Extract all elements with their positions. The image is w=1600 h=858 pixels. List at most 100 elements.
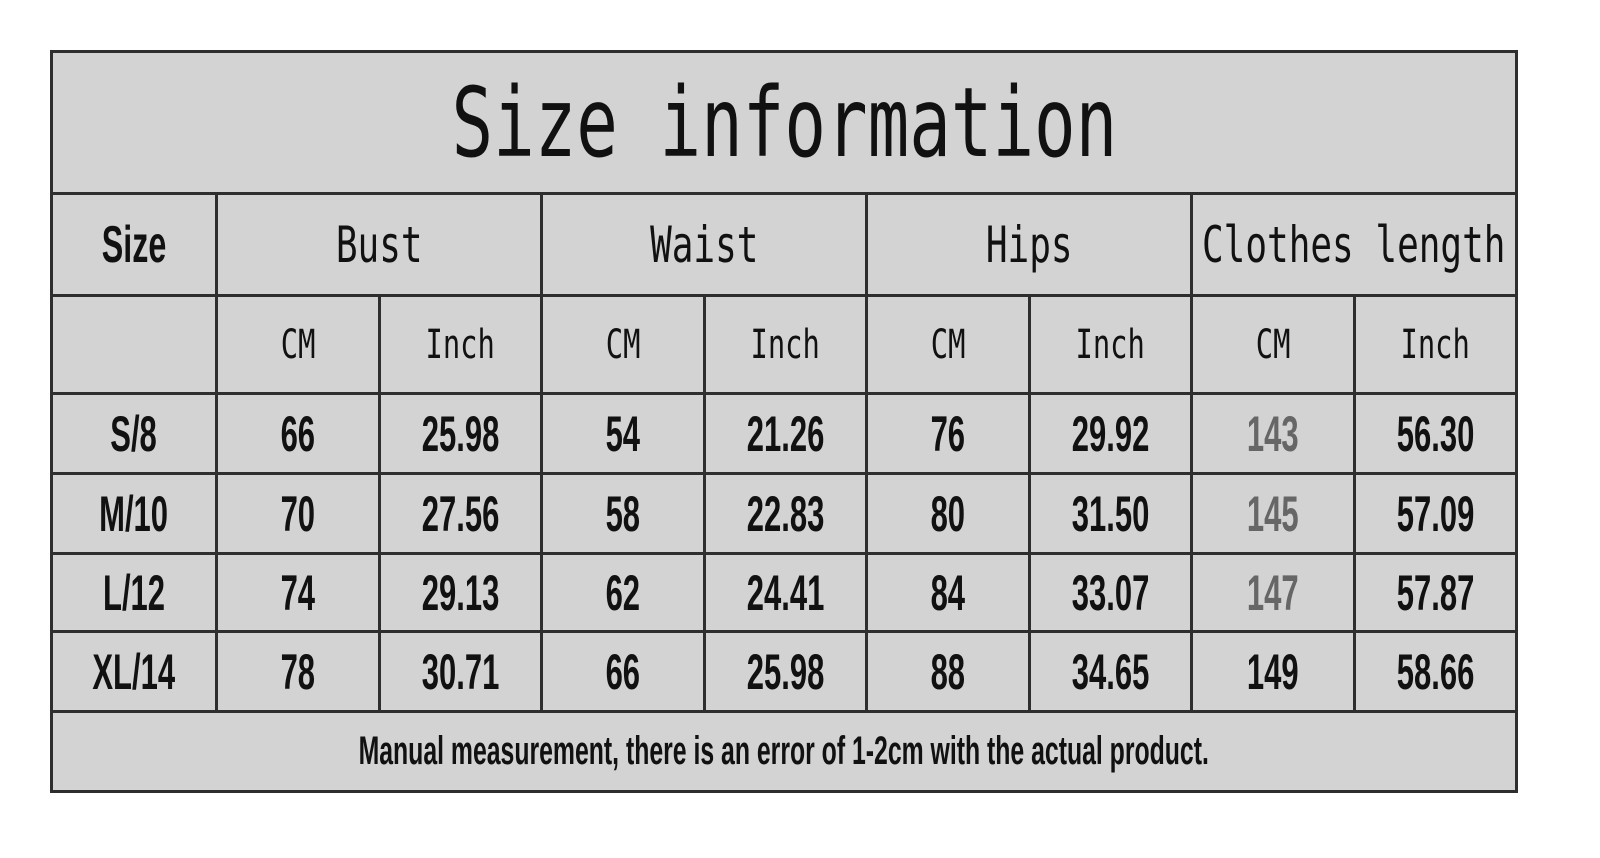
unit-header: Inch xyxy=(1030,297,1190,392)
size-header-text: Size xyxy=(101,215,167,274)
measurement-text: 80 xyxy=(930,485,965,542)
measurement-text: 57.09 xyxy=(1396,485,1475,542)
measurement: 22.83 xyxy=(705,475,865,552)
unit-header-text: CM xyxy=(605,321,641,368)
measurement: 33.07 xyxy=(1030,555,1190,630)
measurement: 143 xyxy=(1193,395,1353,472)
group-header: Clothes length xyxy=(1193,195,1515,294)
unit-header-text: CM xyxy=(930,321,966,368)
unit-header: Inch xyxy=(705,297,865,392)
measurement: 25.98 xyxy=(380,395,540,472)
measurement: 57.09 xyxy=(1355,475,1515,552)
measurement: 58 xyxy=(543,475,703,552)
measurement-text: 143 xyxy=(1246,405,1299,462)
group-header: Hips xyxy=(868,195,1190,294)
measurement: 88 xyxy=(868,633,1028,710)
measurement: 147 xyxy=(1193,555,1353,630)
title: Size information xyxy=(53,53,1515,192)
group-header-text: Waist xyxy=(649,215,759,274)
measurement: 21.26 xyxy=(705,395,865,472)
measurement: 34.65 xyxy=(1030,633,1190,710)
measurement: 30.71 xyxy=(380,633,540,710)
measurement: 31.50 xyxy=(1030,475,1190,552)
measurement: 24.41 xyxy=(705,555,865,630)
size-label-text: M/10 xyxy=(99,485,169,542)
measurement-text: 66 xyxy=(605,643,640,700)
measurement: 57.87 xyxy=(1355,555,1515,630)
measurement-text: 22.83 xyxy=(746,485,825,542)
unit-header: CM xyxy=(868,297,1028,392)
group-header: Bust xyxy=(218,195,540,294)
size-label-text: L/12 xyxy=(102,564,166,621)
measurement: 62 xyxy=(543,555,703,630)
measurement-text: 25.98 xyxy=(746,643,825,700)
measurement-text: 78 xyxy=(280,643,315,700)
unit-header-text: Inch xyxy=(1075,321,1145,368)
measurement-text: 88 xyxy=(930,643,965,700)
measurement: 70 xyxy=(218,475,378,552)
group-header-text: Clothes length xyxy=(1202,215,1506,274)
measurement-text: 147 xyxy=(1246,564,1299,621)
measurement: 149 xyxy=(1193,633,1353,710)
unit-header-text: Inch xyxy=(425,321,495,368)
unit-header: CM xyxy=(218,297,378,392)
measurement: 25.98 xyxy=(705,633,865,710)
measurement-text: 66 xyxy=(280,405,315,462)
unit-header-text: CM xyxy=(1255,321,1291,368)
measurement-text: 76 xyxy=(930,405,965,462)
measurement: 80 xyxy=(868,475,1028,552)
measurement: 78 xyxy=(218,633,378,710)
measurement: 76 xyxy=(868,395,1028,472)
measurement: 66 xyxy=(543,633,703,710)
unit-header-text: CM xyxy=(280,321,316,368)
unit-header: Inch xyxy=(380,297,540,392)
measurement: 58.66 xyxy=(1355,633,1515,710)
size-table: Size information Size Bust Waist Hips Clothes… xyxy=(50,50,1518,793)
measurement-text: 70 xyxy=(280,485,315,542)
measurement: 27.56 xyxy=(380,475,540,552)
size-label: M/10 xyxy=(53,475,215,552)
measurement-text: 34.65 xyxy=(1071,643,1150,700)
size-label: XL/14 xyxy=(53,633,215,710)
group-header: Waist xyxy=(543,195,865,294)
measurement-text: 145 xyxy=(1246,485,1299,542)
measurement-text: 29.92 xyxy=(1071,405,1150,462)
size-label-text: XL/14 xyxy=(92,643,176,700)
measurement-text: 84 xyxy=(930,564,965,621)
size-label: L/12 xyxy=(53,555,215,630)
measurement-text: 29.13 xyxy=(421,564,500,621)
size-label-text: S/8 xyxy=(110,405,158,462)
measurement: 84 xyxy=(868,555,1028,630)
measurement-text: 62 xyxy=(605,564,640,621)
measurement: 145 xyxy=(1193,475,1353,552)
measurement-text: 24.41 xyxy=(746,564,825,621)
measurement: 29.92 xyxy=(1030,395,1190,472)
group-header-text: Bust xyxy=(335,215,423,274)
group-header-text: Hips xyxy=(985,215,1073,274)
measurement-text: 56.30 xyxy=(1396,405,1475,462)
measurement-text: 57.87 xyxy=(1396,564,1475,621)
measurement-text: 31.50 xyxy=(1071,485,1150,542)
unit-header-text: Inch xyxy=(750,321,820,368)
measurement-text: 21.26 xyxy=(746,405,825,462)
size-header: Size xyxy=(53,195,215,294)
measurement: 29.13 xyxy=(380,555,540,630)
size-label: S/8 xyxy=(53,395,215,472)
note: Manual measurement, there is an error of… xyxy=(53,713,1515,790)
measurement-text: 30.71 xyxy=(421,643,500,700)
unit-header: CM xyxy=(543,297,703,392)
measurement: 66 xyxy=(218,395,378,472)
measurement-text: 25.98 xyxy=(421,405,500,462)
measurement-text: 74 xyxy=(280,564,315,621)
measurement-text: 33.07 xyxy=(1071,564,1150,621)
measurement: 56.30 xyxy=(1355,395,1515,472)
measurement-text: 58 xyxy=(605,485,640,542)
note-text: Manual measurement, there is an error of… xyxy=(358,729,1210,773)
measurement-text: 149 xyxy=(1246,643,1299,700)
blank-cell xyxy=(53,297,215,392)
measurement: 54 xyxy=(543,395,703,472)
title-text: Size information xyxy=(451,66,1117,179)
measurement-text: 58.66 xyxy=(1396,643,1475,700)
measurement-text: 54 xyxy=(605,405,640,462)
